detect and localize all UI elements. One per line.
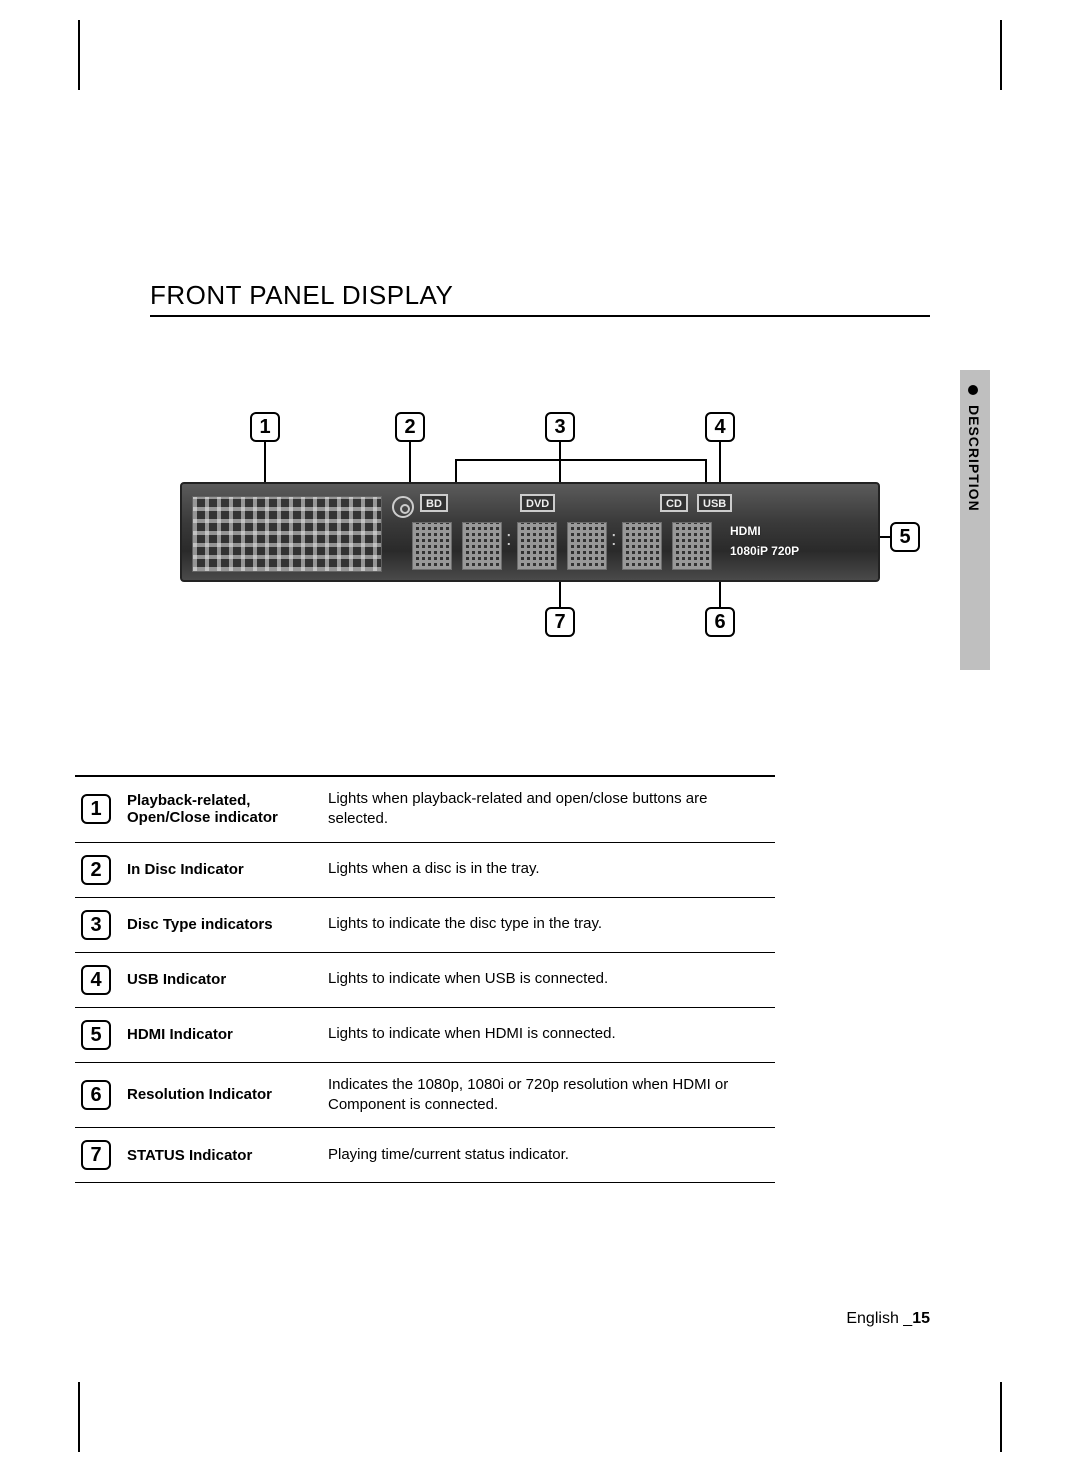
- indicator-table: 1 Playback-related, Open/Close indicator L…: [75, 775, 775, 1183]
- chip-dvd: DVD: [520, 494, 555, 512]
- table-row: 2 In Disc Indicator Lights when a disc is …: [75, 843, 775, 898]
- callout-5: 5: [890, 522, 920, 552]
- row-number: 2: [81, 855, 111, 885]
- footer-separator: _: [903, 1310, 912, 1327]
- row-description: Lights to indicate when USB is connected…: [328, 969, 769, 989]
- row-label: Resolution Indicator: [127, 1086, 312, 1103]
- table-row: 7 STATUS Indicator Playing time/current st…: [75, 1128, 775, 1183]
- row-number: 1: [81, 794, 111, 824]
- side-tab-label: DESCRIPTION: [966, 405, 982, 512]
- footer-page-number: 15: [912, 1310, 930, 1327]
- table-row: 5 HDMI Indicator Lights to indicate when H…: [75, 1008, 775, 1063]
- status-segment: [567, 522, 607, 570]
- callout-3: 3: [545, 412, 575, 442]
- title-row: FRONT PANEL DISPLAY: [150, 280, 930, 317]
- status-segment: [517, 522, 557, 570]
- row-description: Lights when playback-related and open/cl…: [328, 789, 769, 830]
- crop-mark: [1000, 20, 1002, 90]
- row-number: 6: [81, 1080, 111, 1110]
- table-row: 1 Playback-related, Open/Close indicator L…: [75, 777, 775, 843]
- display-panel: BD DVD CD USB : : HDMI 1080iP 720P: [180, 482, 880, 582]
- callout-4: 4: [705, 412, 735, 442]
- content-area: FRONT PANEL DISPLAY 1 2 3 4 5 6 7: [150, 280, 930, 707]
- row-label: Playback-related, Open/Close indicator: [127, 792, 312, 826]
- diagram: 1 2 3 4 5 6 7 BD DVD CD: [150, 357, 930, 707]
- page-footer: English _15: [150, 1310, 930, 1328]
- row-number: 3: [81, 910, 111, 940]
- crop-mark: [78, 1382, 80, 1452]
- row-label: HDMI Indicator: [127, 1026, 312, 1043]
- row-description: Lights when a disc is in the tray.: [328, 859, 769, 879]
- callout-6: 6: [705, 607, 735, 637]
- leader-line: [719, 582, 721, 607]
- status-segment: [412, 522, 452, 570]
- label-hdmi: HDMI: [730, 524, 761, 538]
- row-number: 5: [81, 1020, 111, 1050]
- footer-language: English: [846, 1310, 898, 1327]
- row-label: USB Indicator: [127, 971, 312, 988]
- leader-line: [559, 582, 561, 607]
- playback-indicator-area: [192, 496, 382, 572]
- colon-icon: :: [506, 534, 512, 544]
- row-description: Lights to indicate the disc type in the …: [328, 914, 769, 934]
- row-label: In Disc Indicator: [127, 861, 312, 878]
- status-segment: [622, 522, 662, 570]
- crop-mark: [1000, 1382, 1002, 1452]
- crop-mark: [78, 20, 80, 90]
- table-row: 3 Disc Type indicators Lights to indicate …: [75, 898, 775, 953]
- section-title: FRONT PANEL DISPLAY: [150, 280, 930, 311]
- table-row: 4 USB Indicator Lights to indicate when US…: [75, 953, 775, 1008]
- in-disc-icon: [392, 496, 414, 518]
- side-tab: DESCRIPTION: [960, 370, 990, 670]
- callout-7: 7: [545, 607, 575, 637]
- label-resolution: 1080iP 720P: [730, 544, 799, 558]
- chip-cd: CD: [660, 494, 688, 512]
- row-number: 4: [81, 965, 111, 995]
- table-row: 6 Resolution Indicator Indicates the 1080p…: [75, 1063, 775, 1129]
- leader-line: [455, 459, 705, 461]
- leader-line: [559, 442, 561, 487]
- row-label: STATUS Indicator: [127, 1147, 312, 1164]
- callout-2: 2: [395, 412, 425, 442]
- colon-icon: :: [611, 534, 617, 544]
- chip-usb: USB: [697, 494, 732, 512]
- row-label: Disc Type indicators: [127, 916, 312, 933]
- status-segment: [672, 522, 712, 570]
- chip-bd: BD: [420, 494, 448, 512]
- row-description: Indicates the 1080p, 1080i or 720p resol…: [328, 1075, 769, 1116]
- row-description: Playing time/current status indicator.: [328, 1145, 769, 1165]
- callout-1: 1: [250, 412, 280, 442]
- page: DESCRIPTION FRONT PANEL DISPLAY 1 2 3 4 …: [0, 0, 1080, 1472]
- side-tab-bullet: [968, 385, 978, 395]
- row-description: Lights to indicate when HDMI is connecte…: [328, 1024, 769, 1044]
- row-number: 7: [81, 1140, 111, 1170]
- status-segment: [462, 522, 502, 570]
